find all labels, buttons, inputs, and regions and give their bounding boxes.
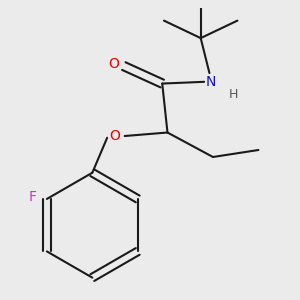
Text: H: H (229, 88, 239, 100)
Text: O: O (110, 129, 121, 143)
Text: N: N (206, 75, 216, 89)
Text: O: O (108, 57, 119, 71)
Text: F: F (29, 190, 37, 204)
